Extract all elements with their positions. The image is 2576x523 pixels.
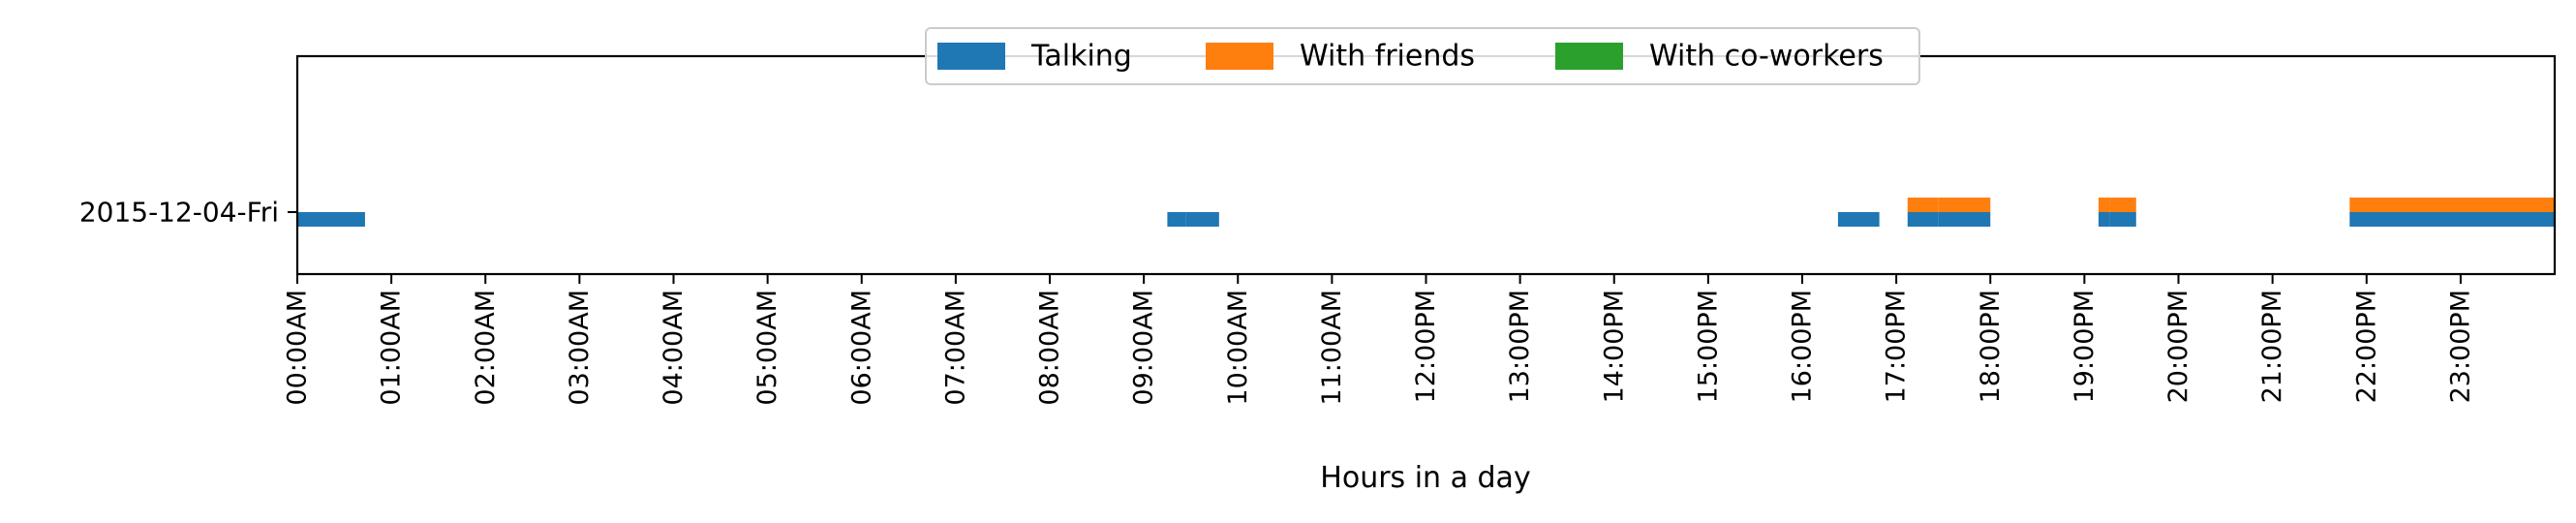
legend-label: With co-workers	[1649, 40, 1884, 74]
x-tick-label: 11:00AM	[1317, 290, 1347, 406]
x-tick-label: 13:00PM	[1505, 290, 1535, 403]
x-tick-label: 04:00AM	[659, 290, 689, 406]
legend: Talking With friends With co-workers	[925, 27, 1920, 85]
x-tick-label: 05:00AM	[752, 290, 782, 406]
x-tick-label: 14:00PM	[1599, 290, 1629, 403]
y-axis: 2015-12-04-Fri	[79, 197, 297, 229]
bar-talking-3	[1837, 212, 1880, 227]
x-tick-label: 21:00PM	[2257, 290, 2287, 403]
x-tick-label: 19:00PM	[2070, 290, 2100, 403]
x-tick-label: 08:00AM	[1035, 290, 1065, 406]
x-tick-label: 01:00AM	[377, 290, 407, 406]
bar-talking-6	[2098, 212, 2110, 227]
x-tick-label: 20:00PM	[2163, 290, 2193, 403]
legend-box	[925, 27, 1920, 85]
bar-talking-5	[1938, 212, 1991, 227]
x-tick-label: 06:00AM	[846, 290, 876, 406]
bar-talking-4	[1907, 212, 1939, 227]
x-tick-label: 12:00PM	[1411, 290, 1441, 403]
x-axis: 00:00AM 01:00AM 02:00AM 03:00AM 04:00AM 05:00…	[283, 274, 2475, 406]
bar-talking-8	[2349, 212, 2555, 227]
legend-label: With friends	[1300, 40, 1475, 74]
bar-talking-0	[297, 212, 365, 227]
bar-talking-7	[2109, 212, 2136, 227]
x-tick-label: 18:00PM	[1976, 290, 2006, 403]
x-tick-label: 16:00PM	[1788, 290, 1818, 403]
bar-with-friends-1	[1938, 198, 1991, 212]
bar-with-friends-0	[1907, 198, 1939, 212]
x-axis-label: Hours in a day	[1320, 461, 1530, 495]
legend-swatch	[1555, 43, 1623, 70]
x-tick-label: 07:00AM	[940, 290, 970, 406]
bar-with-friends-4	[2349, 198, 2555, 212]
x-tick-label: 00:00AM	[283, 290, 313, 406]
x-tick-label: 22:00PM	[2351, 290, 2381, 403]
x-tick-label: 23:00PM	[2445, 290, 2475, 403]
legend-label: Talking	[1030, 40, 1132, 74]
bar-talking-1	[1167, 212, 1186, 227]
y-tick-label: 2015-12-04-Fri	[79, 197, 279, 229]
legend-swatch	[937, 43, 1005, 70]
legend-swatch	[1206, 43, 1273, 70]
x-tick-label: 15:00PM	[1693, 290, 1723, 403]
x-tick-label: 03:00AM	[565, 290, 595, 406]
bar-talking-2	[1185, 212, 1219, 227]
bar-with-friends-2	[2098, 198, 2110, 212]
bar-with-friends-3	[2109, 198, 2136, 212]
x-tick-label: 17:00PM	[1882, 290, 1912, 403]
bar-layer	[297, 198, 2555, 227]
x-tick-label: 09:00AM	[1129, 290, 1159, 406]
x-tick-label: 10:00AM	[1223, 290, 1253, 406]
x-tick-label: 02:00AM	[471, 290, 501, 406]
